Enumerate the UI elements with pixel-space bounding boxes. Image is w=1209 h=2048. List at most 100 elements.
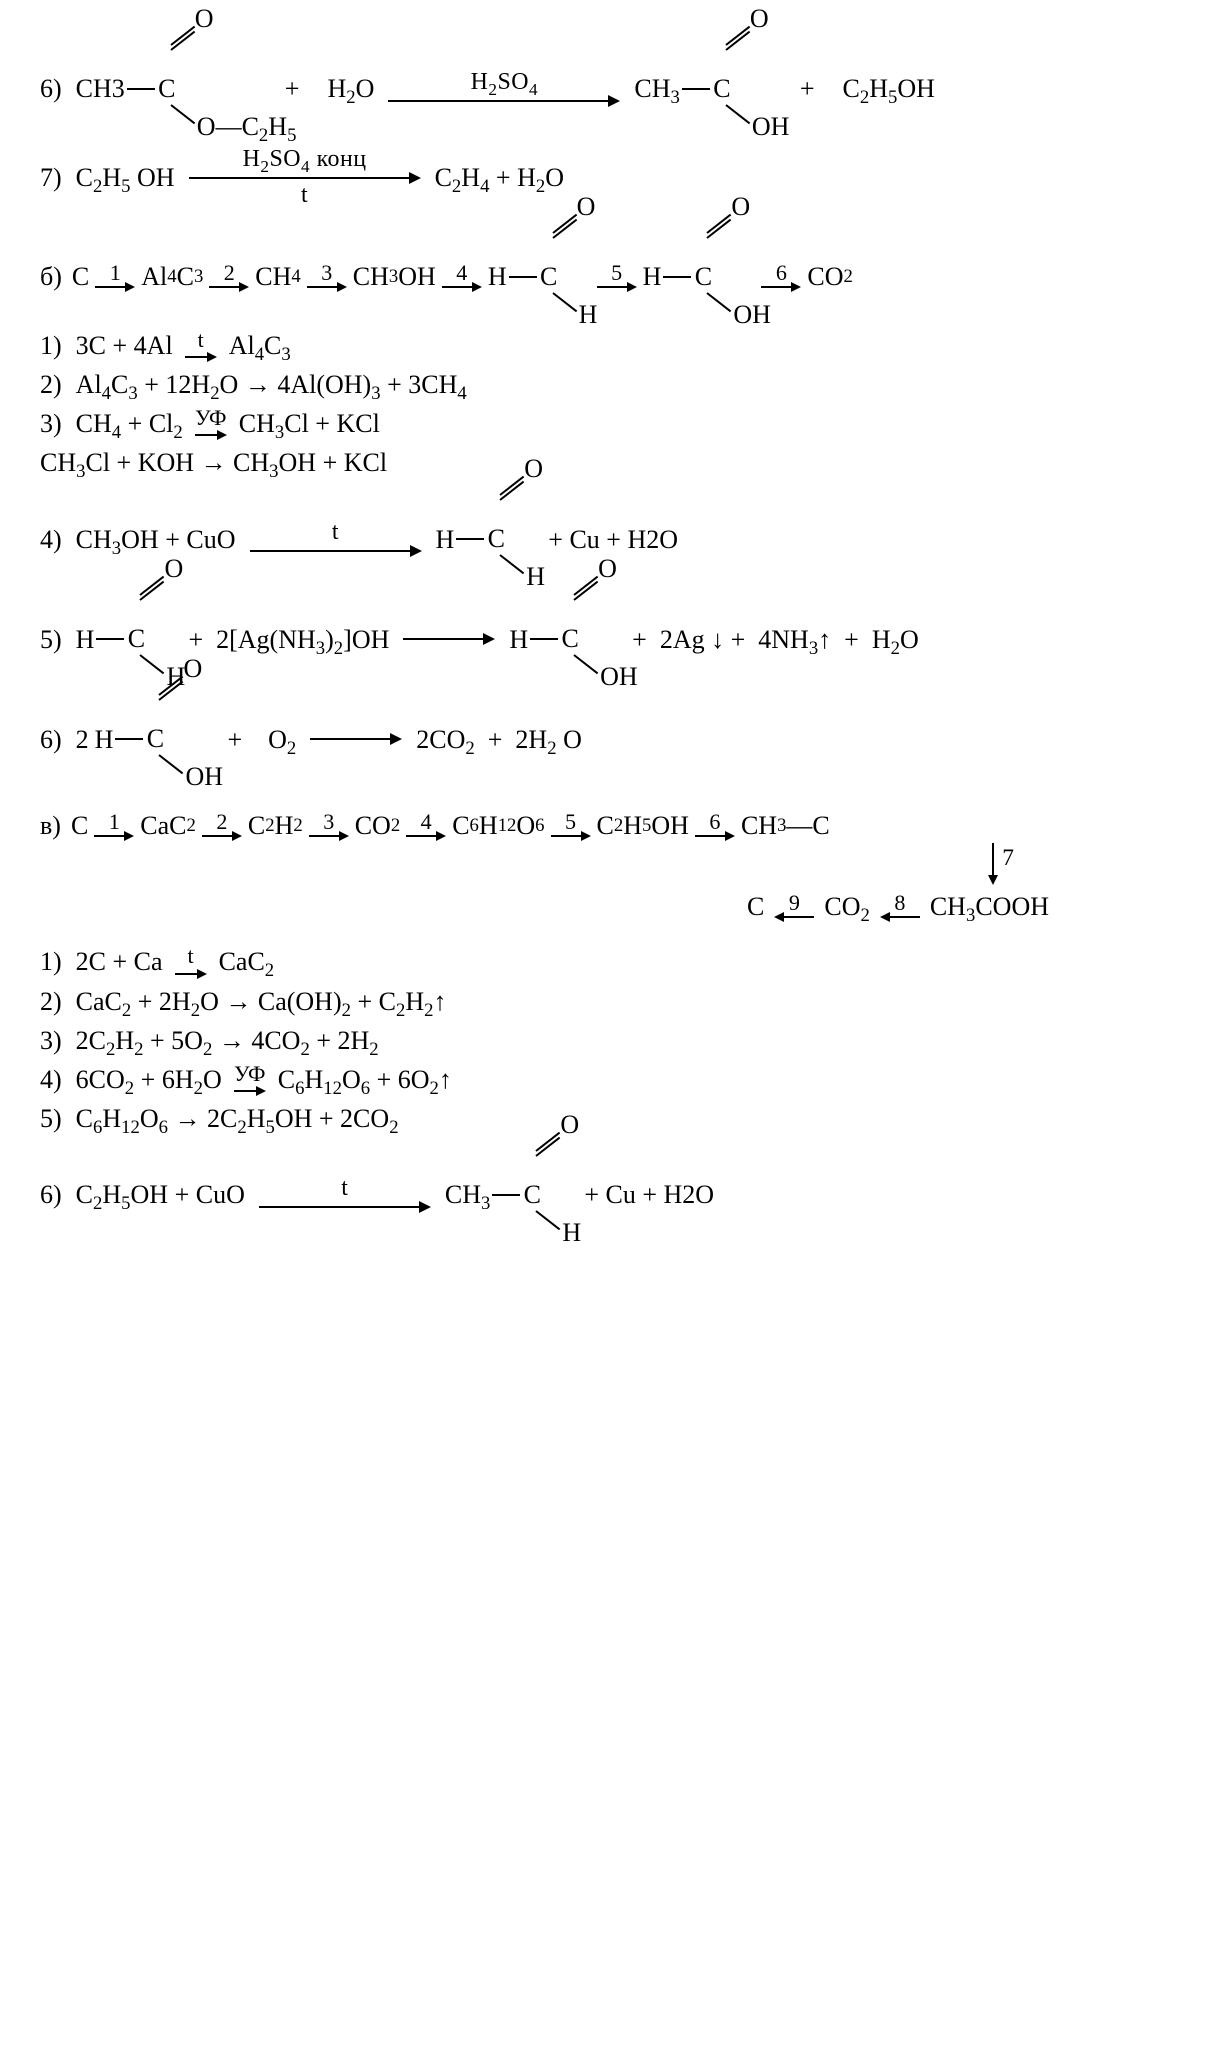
arrow-condition-top: t [187,945,193,967]
step-label: 2 [216,811,227,833]
section-letter-b: б) [40,259,62,294]
coef-2: 2 [76,722,89,757]
step-label: 5 [565,811,576,833]
chain-step-arrow: 2 [209,262,249,292]
equation-v-3: 3) 2C2H2 + 5O2 → 4CO2 + 2H2 [40,1023,1169,1058]
frag-left-text: CH3 [634,74,679,103]
chain-node: C2H5OH [597,808,689,843]
chain-v-line1: в) C 1 CaC2 2 C2H2 3 CO2 4 C6H12O6 5 C2H… [40,808,1169,843]
chain-node: CO2 [807,259,852,294]
step-label: 4 [421,811,432,833]
eq-lhs: CH3OH + CuO [76,522,236,557]
step-label: 8 [894,892,905,914]
eq-number: 2) [40,984,62,1019]
reaction-arrow: H2SO4 [388,71,620,107]
arrow-condition-top: УФ [195,407,226,429]
eq-rhs: C6H12O6 + 6O2↑ [278,1062,452,1097]
step-label: 6 [776,262,787,284]
equation-b-6: 6) 2 H O C OH + O2 2CO2 + 2H2 O [40,698,1169,780]
frag-substituent: H [526,564,545,590]
products: C2H4 + H2O [435,160,564,195]
equation-top-6: 6) CH3 O C O—C2H5 + H2O H2SO4 CH3 [40,48,1169,130]
eq-number: 1) [40,328,62,363]
eq-body: 6CO2 + 6H2O [76,1062,222,1097]
reagent-h2o: H2O [327,71,374,106]
chain-node: CH4 [255,259,300,294]
arrow-condition-top: H2SO4 конц [239,148,371,172]
chain-step-arrow: 6 [695,811,735,841]
arrow-condition-top: t [198,329,204,351]
chain-node: C [72,259,89,294]
chain-step-arrow: 5 [551,811,591,841]
eq-number: 6) [40,722,62,757]
chain-node: C2H2 [248,808,303,843]
eq-number: 7) [40,160,62,195]
eq-number: 4) [40,522,62,557]
frag-substituent: O—C2H5 [197,114,297,140]
equation-b-3b: CH3Cl + KOH → CH3OH + KCl [40,445,1169,480]
step-label: 7 [1002,843,1014,875]
eq-mid: + 2[Ag(NH3)2]OH [188,622,389,657]
equation-top-7: 7) C2H5 OH H2SO4 конц t C2H4 + H2O [40,148,1169,208]
chain-node: CO2 [355,808,400,843]
eq-body: 3C + 4Al [76,328,173,363]
chain-node: C6H12O6 [452,808,544,843]
section-letter-v: в) [40,808,61,843]
eq-number: 3) [40,406,62,441]
step-label: 6 [709,811,720,833]
chain-step-arrow: 6 [761,262,801,292]
arrow-condition-top: УФ [234,1063,265,1085]
chain-step-arrow: 4 [406,811,446,841]
chain-b: б) C 1 Al4C3 2 CH4 3 CH3OH 4 H O C H [40,236,1169,318]
step-label: 1 [110,262,121,284]
eq-lhs: C2H5OH + CuO [76,1177,245,1212]
step-label: 1 [109,811,120,833]
step-label: 2 [224,262,235,284]
chain-step-arrow: 3 [307,262,347,292]
plus-o2: + O2 [227,722,296,757]
chain-node: C [747,889,764,924]
chain-v-line2: C 9 CO2 8 CH3COOH [40,889,1049,924]
reagent: C2H5 OH [76,160,175,195]
chain-step-arrow-left: 8 [880,892,920,922]
equation-v-2: 2) CaC2 + 2H2O → Ca(OH)2 + C2H2↑ [40,984,1169,1019]
product-aldehyde: H O C H [436,498,507,580]
frag-substituent: OH [185,764,223,790]
chain-node: CO2 [824,889,869,924]
chain-step-arrow: 4 [442,262,482,292]
acid-fragment: CH3 O C OH [634,48,731,130]
reaction-arrow: t [175,945,207,978]
equation-v-6: 6) C2H5OH + CuO t CH3 O C H + Cu + H2O [40,1154,1169,1236]
eq-number: 6) [40,1177,62,1212]
step-label: 3 [323,811,334,833]
equation-b-1: 1) 3C + 4Al t Al4C3 [40,328,1169,363]
chain-node: CH3—C [741,808,830,843]
product-aldehyde: CH3 O C H [445,1154,542,1236]
step-label: 5 [611,262,622,284]
reagent-acid: H O C OH [95,698,166,780]
step-label: 3 [321,262,332,284]
reaction-arrow: t [185,329,217,362]
frag-substituent: H [562,1220,581,1246]
chain-node: Al4C3 [141,259,203,294]
chain-node: CH3COOH [930,889,1049,924]
chain-step-arrow: 5 [597,262,637,292]
frag-left-text: CH3 [76,74,125,103]
equation-v-1: 1) 2C + Ca t CaC2 [40,944,1169,979]
plus-sign: + [800,71,815,106]
chain-step-arrow: 3 [309,811,349,841]
frag-substituent: OH [733,302,771,328]
eq-body: CH3Cl + KOH → CH3OH + KCl [40,445,387,480]
chain-step-arrow: 1 [94,811,134,841]
chain-down-arrow: 7 [988,843,1014,885]
eq-number: 2) [40,367,62,402]
arrow-condition-top: t [337,1177,352,1201]
chain-node: CH3OH [353,259,436,294]
equation-v-4: 4) 6CO2 + 6H2O УФ C6H12O6 + 6O2↑ [40,1062,1169,1097]
frag-substituent: OH [752,114,790,140]
eq-number: 3) [40,1023,62,1058]
eq-number: 1) [40,944,62,979]
eq-body: CaC2 + 2H2O → Ca(OH)2 + C2H2↑ [76,984,447,1019]
chain-step-arrow-left: 9 [774,892,814,922]
ester-fragment: CH3 O C O—C2H5 [76,48,177,130]
